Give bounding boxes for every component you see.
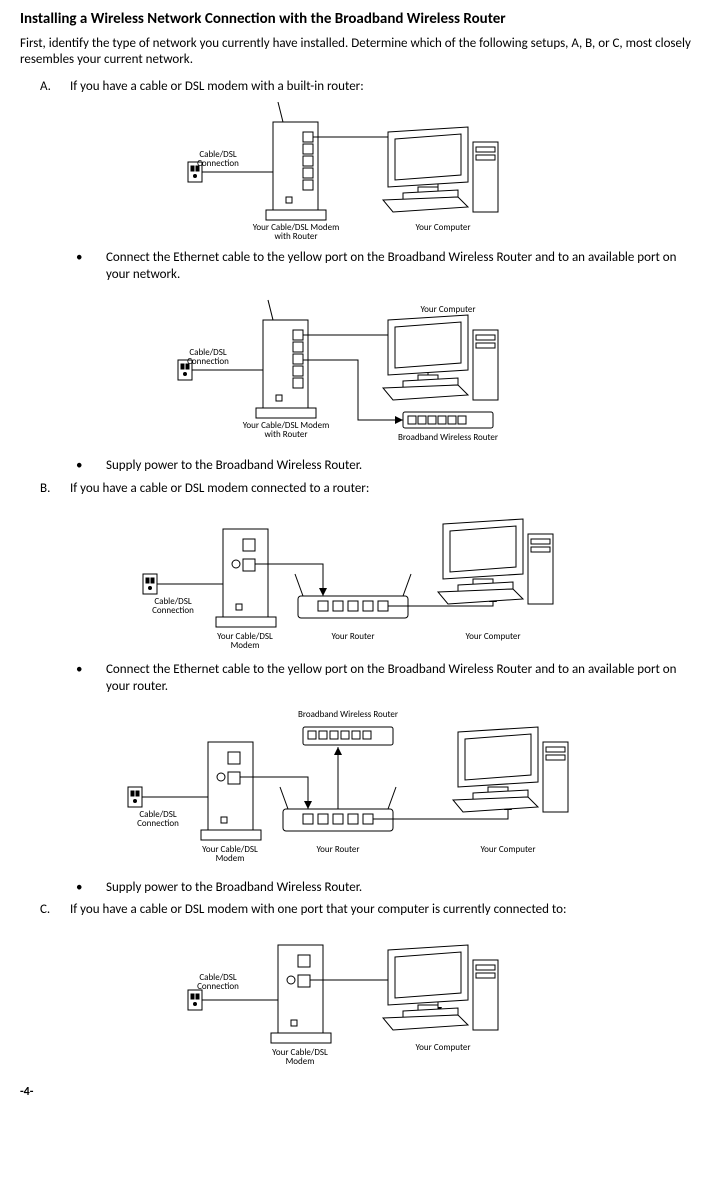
bullet-dot: • <box>70 662 106 696</box>
label-connection-a2: Connection <box>187 356 229 367</box>
label-router-b2: Your Router <box>316 844 359 855</box>
label-modem2-b2: Modem <box>216 853 245 864</box>
text-a: If you have a cable or DSL modem with a … <box>70 79 696 96</box>
bullet-a2: • Supply power to the Broadband Wireless… <box>70 458 696 475</box>
label-connection-b1: Connection <box>152 605 194 616</box>
bullet-a1: • Connect the Ethernet cable to the yell… <box>70 250 696 284</box>
label-modemrouter2: with Router <box>275 231 318 242</box>
bullet-a2-text: Supply power to the Broadband Wireless R… <box>106 458 696 475</box>
label-connection-c1: Connection <box>197 981 239 992</box>
figure-c1: Cable/DSL Connection Your Cable/DSL Mode… <box>158 925 558 1075</box>
label-connection-b2: Connection <box>137 818 179 829</box>
letter-b: B. <box>40 481 70 498</box>
page-number: -4- <box>20 1085 696 1101</box>
figure-a2: Cable/DSL Connection Your Cable/DSL Mode… <box>148 290 568 450</box>
bullet-dot: • <box>70 458 106 475</box>
bullet-b2-text: Supply power to the Broadband Wireless R… <box>106 880 696 897</box>
bullet-dot: • <box>70 250 106 284</box>
label-computer: Your Computer <box>415 222 470 233</box>
figure-a1: Cable/DSL Connection Your Cable/DSL Mode… <box>158 102 558 242</box>
label-computer-b2: Your Computer <box>480 844 535 855</box>
bullet-dot: • <box>70 880 106 897</box>
item-b: B. If you have a cable or DSL modem conn… <box>40 481 696 498</box>
label-computer-b1: Your Computer <box>465 631 520 642</box>
label-computer-a2: Your Computer <box>420 304 475 315</box>
page-title: Installing a Wireless Network Connection… <box>20 10 696 30</box>
item-c: C. If you have a cable or DSL modem with… <box>40 902 696 919</box>
bullet-b1-text: Connect the Ethernet cable to the yellow… <box>106 662 696 696</box>
text-b: If you have a cable or DSL modem connect… <box>70 481 696 498</box>
bullet-a1-text: Connect the Ethernet cable to the yellow… <box>106 250 696 284</box>
item-a: A. If you have a cable or DSL modem with… <box>40 79 696 96</box>
label-router-b1: Your Router <box>331 631 374 642</box>
bullet-b1: • Connect the Ethernet cable to the yell… <box>70 662 696 696</box>
label-modem2-c1: Modem <box>286 1056 315 1067</box>
label-bwr-b2: Broadband Wireless Router <box>298 709 398 720</box>
label-modemrouter2-a2: with Router <box>265 429 308 440</box>
intro-text: First, identify the type of network you … <box>20 36 696 70</box>
label-bwr-a2: Broadband Wireless Router <box>398 432 498 443</box>
figure-b2: Cable/DSL Connection Your Cable/DSL Mode… <box>108 702 608 872</box>
label-computer-c1: Your Computer <box>415 1042 470 1053</box>
letter-c: C. <box>40 902 70 919</box>
text-c: If you have a cable or DSL modem with on… <box>70 902 696 919</box>
label-modem2-b1: Modem <box>231 640 260 651</box>
label-connection: Connection <box>197 158 239 169</box>
letter-a: A. <box>40 79 70 96</box>
figure-b1: Cable/DSL Connection Your Cable/DSL Mode… <box>123 504 593 654</box>
bullet-b2: • Supply power to the Broadband Wireless… <box>70 880 696 897</box>
